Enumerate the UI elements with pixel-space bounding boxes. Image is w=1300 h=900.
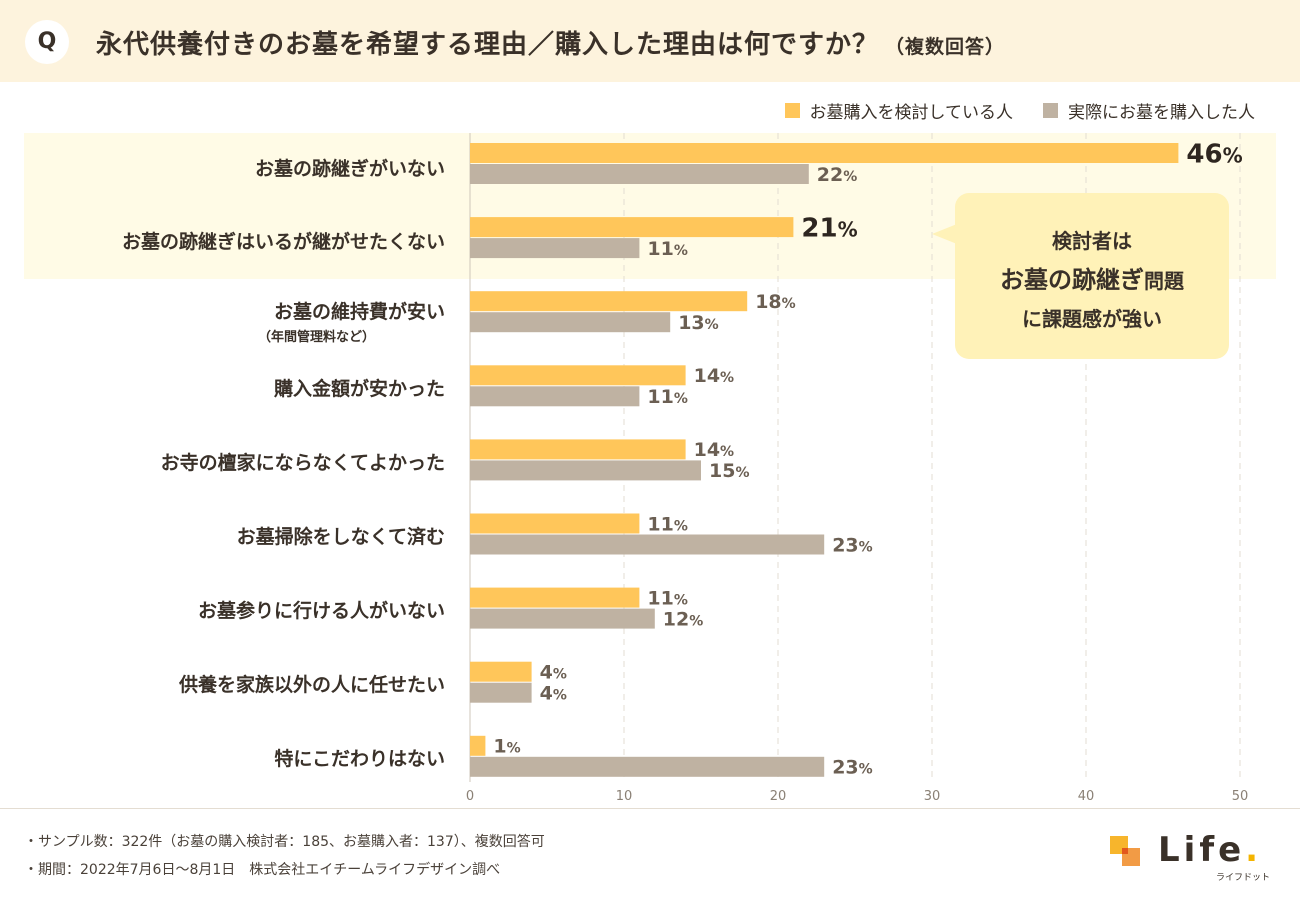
category-text: お墓掃除をしなくて済む — [236, 526, 445, 548]
callout-line2: お墓の跡継ぎ問題 — [955, 260, 1229, 295]
category-label: 供養を家族以外の人に任せたい — [5, 670, 445, 697]
chart-title: 永代供養付きのお墓を希望する理由／購入した理由は何ですか？ （複数回答） — [96, 28, 1005, 64]
bar-purchased — [470, 608, 655, 629]
callout-line2-main: お墓の跡継ぎ — [1000, 266, 1144, 294]
legend-swatch-considering — [784, 103, 800, 118]
bar-purchased — [470, 164, 809, 184]
data-label: 12% — [663, 608, 703, 630]
bar-purchased — [470, 682, 532, 703]
x-tick-label: 10 — [616, 789, 633, 804]
bar-considering — [470, 439, 686, 460]
x-tick-label: 20 — [770, 789, 787, 804]
logo-text: Life. — [1158, 830, 1262, 870]
bar-considering — [470, 217, 794, 238]
bar-purchased — [470, 238, 640, 259]
x-tick-label: 40 — [1078, 789, 1095, 804]
bar-considering — [470, 513, 640, 534]
bar-considering — [470, 735, 486, 756]
callout-box: 検討者は お墓の跡継ぎ問題 に課題感が強い — [955, 193, 1229, 359]
category-note: （年間管理料など） — [257, 330, 375, 345]
category-text: お墓の維持費が安い — [273, 301, 445, 323]
header-banner: Q 永代供養付きのお墓を希望する理由／購入した理由は何ですか？ （複数回答） — [0, 0, 1300, 82]
category-label: お墓参りに行ける人がいない — [5, 596, 445, 623]
category-label: お墓の跡継ぎがいない — [5, 154, 445, 181]
bar-purchased — [470, 534, 825, 555]
data-label: 23% — [832, 757, 872, 779]
brand-logo: Life. ライフドット — [1108, 830, 1271, 883]
legend: お墓購入を検討している人 実際にお墓を購入した人 — [765, 98, 1255, 123]
legend-label-purchased: 実際にお墓を購入した人 — [1068, 103, 1255, 123]
logo-subtext: ライフドット — [1216, 873, 1271, 883]
legend-item-considering: お墓購入を検討している人 — [784, 98, 1014, 123]
bar-purchased — [470, 756, 825, 777]
footer-divider — [0, 808, 1300, 809]
bar-purchased — [470, 460, 701, 481]
logo-word: Life — [1158, 830, 1246, 870]
footnote-sample: ・サンプル数：322件（お墓の購入検討者：185、お墓購入者：137）、複数回答… — [24, 834, 545, 850]
category-label: お寺の檀家にならなくてよかった — [5, 448, 445, 475]
chart-title-main: 永代供養付きのお墓を希望する理由／購入した理由は何ですか？ — [96, 30, 880, 60]
category-text: 購入金額が安かった — [273, 378, 445, 400]
category-text: 供養を家族以外の人に任せたい — [178, 674, 445, 696]
category-label: お墓の維持費が安い （年間管理料など） — [5, 297, 445, 345]
callout-pointer — [932, 222, 962, 246]
category-text: お墓の跡継ぎがいない — [254, 158, 445, 180]
bar-considering — [470, 291, 748, 312]
data-label: 14% — [694, 439, 734, 461]
data-label: 14% — [694, 365, 734, 387]
data-label: 18% — [755, 291, 795, 313]
category-text: お寺の檀家にならなくてよかった — [160, 452, 445, 474]
legend-item-purchased: 実際にお墓を購入した人 — [1043, 98, 1255, 123]
chart-title-sub: （複数回答） — [885, 36, 1006, 58]
legend-label-considering: お墓購入を検討している人 — [809, 103, 1014, 123]
callout-line1: 検討者は — [1052, 229, 1132, 253]
question-badge: Q — [25, 20, 69, 64]
category-label: お墓の跡継ぎはいるが継がせたくない — [5, 227, 445, 254]
data-label: 11% — [647, 386, 687, 408]
category-label: お墓掃除をしなくて済む — [5, 522, 445, 549]
data-label: 22% — [817, 164, 857, 186]
data-label: 23% — [832, 534, 872, 556]
bar-considering — [470, 587, 640, 608]
callout-line3: に課題感が強い — [1022, 307, 1162, 331]
bar-considering — [470, 143, 1179, 163]
x-tick-label: 30 — [924, 789, 941, 804]
footnote-period: ・期間：2022年7月6日〜8月1日 株式会社エイチームライフデザイン調べ — [24, 862, 501, 878]
category-label: 特にこだわりはない — [5, 744, 445, 771]
category-text: 特にこだわりはない — [274, 748, 445, 770]
data-label: 11% — [647, 513, 687, 535]
data-label: 21% — [801, 213, 857, 243]
data-label: 11% — [647, 238, 687, 260]
data-label: 11% — [647, 587, 687, 609]
data-label: 1% — [493, 736, 520, 758]
footnotes: ・サンプル数：322件（お墓の購入検討者：185、お墓購入者：137）、複数回答… — [24, 828, 545, 884]
data-label: 15% — [709, 460, 749, 482]
bar-purchased — [470, 386, 640, 407]
data-label: 4% — [540, 662, 567, 684]
legend-swatch-purchased — [1043, 103, 1058, 118]
logo-dot: . — [1245, 830, 1263, 870]
bar-considering — [470, 661, 532, 682]
data-label: 46% — [1186, 139, 1242, 169]
bar-purchased — [470, 312, 671, 333]
bar-considering — [470, 365, 686, 386]
logo-mark-icon — [1110, 836, 1140, 866]
callout-line2-small: 問題 — [1144, 269, 1184, 293]
x-tick-label: 0 — [466, 789, 474, 804]
x-tick-label: 50 — [1232, 789, 1249, 804]
data-label: 4% — [540, 683, 567, 705]
category-text: お墓参りに行ける人がいない — [197, 600, 445, 622]
data-label: 13% — [678, 312, 718, 334]
category-text: お墓の跡継ぎはいるが継がせたくない — [121, 231, 445, 253]
category-label: 購入金額が安かった — [5, 374, 445, 401]
